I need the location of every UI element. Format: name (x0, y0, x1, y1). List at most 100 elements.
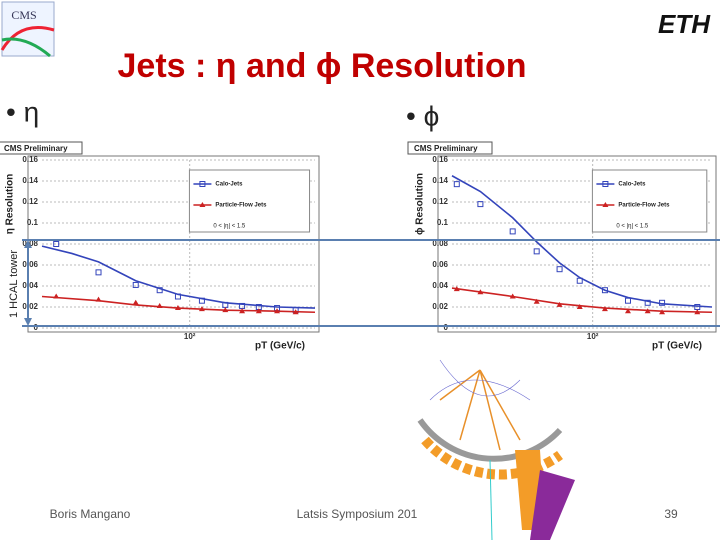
footer: Boris Mangano (50, 507, 131, 521)
y-tick-label: 0 (444, 323, 449, 332)
marker (274, 308, 281, 314)
y-tick-label: 0 (34, 323, 39, 332)
legend-marker (602, 181, 609, 187)
footer: Latsis Symposium 201 (297, 507, 418, 521)
legend-label: Particle-Flow Jets (618, 203, 670, 209)
marker (533, 248, 540, 255)
y-tick-label: 0.06 (22, 260, 38, 269)
marker (533, 298, 540, 304)
y-tick-label: 0.06 (432, 260, 448, 269)
header-box (407, 141, 493, 155)
y-axis-label: η Resolution (5, 174, 16, 235)
marker (198, 297, 205, 304)
y-tick-label: 0.12 (432, 197, 448, 206)
tracks (429, 359, 531, 401)
marker (601, 306, 608, 312)
legend-label: Calo-Jets (215, 182, 243, 188)
track (489, 459, 493, 540)
x-tick-label: 10² (184, 332, 196, 341)
legend-marker (199, 181, 206, 187)
marker (509, 293, 516, 299)
marker (132, 281, 139, 288)
chart-header: CMS Preliminary (4, 144, 68, 153)
arrow-head (24, 240, 32, 248)
y-tick-label: 0.04 (22, 281, 38, 290)
marker (174, 305, 181, 311)
marker (694, 309, 701, 315)
event-display (417, 359, 575, 540)
marker (198, 306, 205, 312)
y-tick-label: 0.02 (432, 302, 448, 311)
y-tick-label: 0.08 (432, 239, 448, 248)
fit-line (451, 287, 713, 314)
legend-marker (199, 202, 206, 207)
jet-tracks (439, 369, 521, 451)
cms-logo: CMS (0, 1, 55, 58)
chart-header: CMS Preliminary (414, 144, 478, 153)
x-axis-label: pT (GeV/c) (652, 341, 702, 352)
marker (644, 299, 651, 306)
logo-arc (1, 37, 51, 58)
marker (255, 308, 262, 314)
marker (156, 287, 163, 294)
marker (477, 289, 484, 295)
marker (453, 181, 460, 188)
marker (556, 266, 563, 273)
annotation: 0 < |η| < 1.5 (213, 224, 245, 230)
marker (576, 304, 583, 309)
x-tick-label: 10² (587, 332, 599, 341)
marker (222, 307, 229, 313)
y-tick-label: 0.1 (437, 218, 449, 227)
y-tick-label: 0.14 (432, 176, 448, 185)
logo-text: CMS (11, 8, 36, 22)
marker (292, 309, 299, 315)
marker (659, 299, 666, 306)
header-box (0, 141, 83, 155)
marker (174, 293, 181, 300)
marker (509, 228, 516, 235)
legend-box (591, 169, 708, 233)
marker (477, 201, 484, 208)
marker (556, 301, 563, 307)
legend-label: Calo-Jets (618, 182, 646, 188)
charts: CMS Preliminary η Resolution pT (GeV/c) 0 0.… (0, 141, 717, 352)
arrow-head (24, 318, 32, 326)
marker (624, 308, 631, 314)
y-tick-label: 0.1 (27, 218, 39, 227)
page-number: 39 (664, 507, 678, 521)
marker (132, 299, 139, 305)
marker (53, 293, 60, 299)
y-axis-label: ϕ Resolution (415, 173, 426, 235)
legend-marker (602, 202, 609, 207)
marker (53, 241, 60, 247)
slide-title: Jets : η and ϕ Resolution (118, 47, 527, 85)
y-tick-label: 0.04 (432, 281, 448, 290)
eth-logo: ETH (658, 9, 711, 39)
y-tick-label: 0.08 (22, 239, 38, 248)
x-axis-label: pT (GeV/c) (255, 341, 305, 352)
marker (239, 308, 246, 314)
marker (95, 296, 102, 302)
y-tick-label: 0.16 (22, 155, 38, 164)
energy-tower (530, 470, 575, 540)
marker (624, 297, 631, 304)
y-tick-label: 0.12 (22, 197, 38, 206)
marker (576, 277, 583, 284)
y-tick-label: 0.16 (432, 155, 448, 164)
marker (659, 309, 666, 315)
marker (453, 286, 460, 292)
legend-box (188, 169, 311, 233)
y-tick-label: 0.02 (22, 302, 38, 311)
legend-label: Particle-Flow Jets (215, 203, 267, 209)
marker (644, 308, 651, 314)
y-tick-label: 0.14 (22, 176, 38, 185)
bullet: • η (6, 96, 39, 127)
marker (601, 287, 608, 294)
logo-arc (0, 26, 55, 51)
bullet: • ϕ (406, 100, 439, 131)
detector-ring (417, 418, 563, 462)
annotation: 0 < |η| < 1.5 (616, 224, 648, 230)
detector-ring (421, 436, 563, 480)
arrow-label: 1 HCAL tower (8, 250, 20, 318)
